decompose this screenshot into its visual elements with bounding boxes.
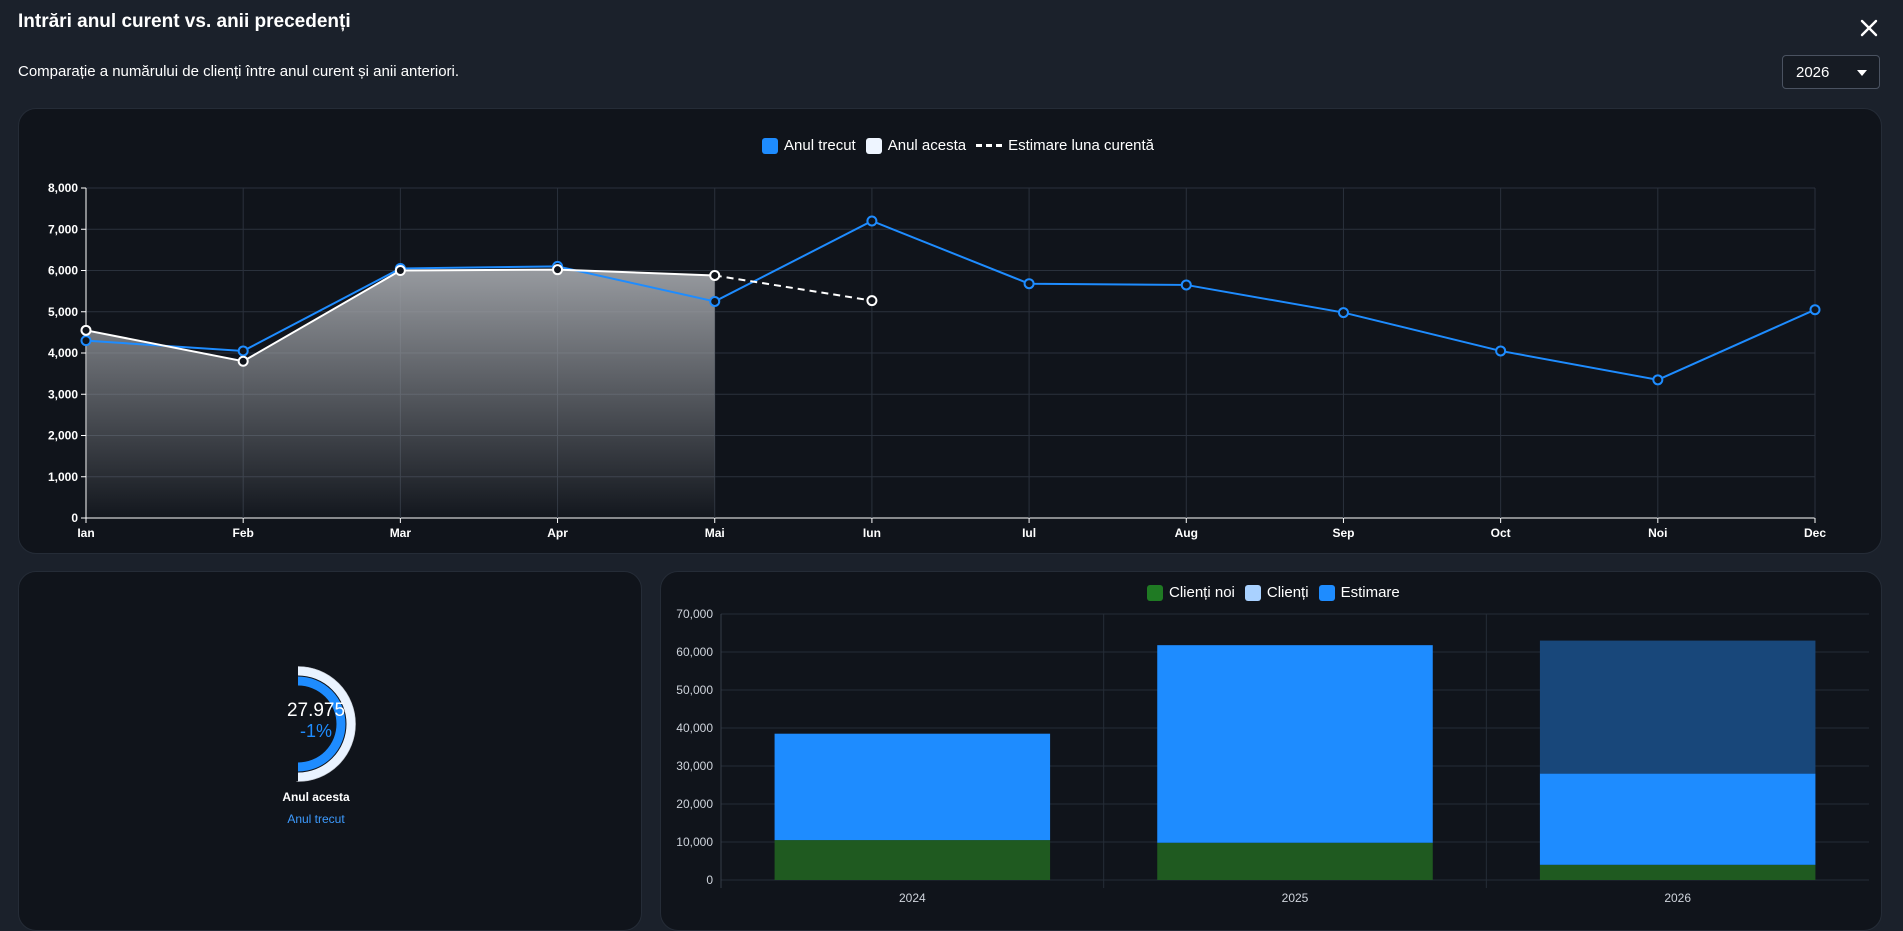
x-tick-label: Mai — [705, 526, 725, 540]
y-tick-label: 2,000 — [48, 429, 78, 443]
y-tick-label: 50,000 — [676, 683, 713, 697]
y-tick-label: 5,000 — [48, 305, 78, 319]
this-year-point — [80, 324, 92, 336]
legend-item-new-clients[interactable]: Clienți noi — [1147, 584, 1235, 601]
close-button[interactable] — [1857, 16, 1881, 40]
donut-percent: -1% — [299, 721, 332, 741]
legend-item-estimate-month[interactable]: Estimare luna curentă — [976, 137, 1154, 154]
last-year-point — [1337, 307, 1349, 319]
legend-item-estimate[interactable]: Estimare — [1318, 584, 1400, 601]
chevron-down-icon — [1857, 70, 1867, 76]
y-tick-label: 60,000 — [676, 645, 713, 659]
legend-label-new-clients: Clienți noi — [1169, 584, 1235, 601]
estimate-point — [866, 295, 878, 307]
line-chart: 0 1,000 2,000 3,000 4,000 5,000 6,000 7,000 8,00… — [48, 181, 1826, 540]
y-tick-label: 20,000 — [676, 797, 713, 811]
legend-label-clients: Clienți — [1266, 584, 1309, 601]
last-year-point — [237, 345, 249, 357]
this-year-point — [709, 269, 721, 281]
donut-label-last-year: Anul trecut — [287, 812, 345, 826]
line-chart-legend: Anul trecut Anul acesta Estimare luna cu… — [762, 137, 1164, 154]
y-tick-label: 8,000 — [48, 181, 78, 195]
x-tick-label: Ian — [77, 526, 94, 540]
page-title: Intrări anul curent vs. anii precedenți — [18, 11, 351, 32]
y-tick-label: 30,000 — [676, 759, 713, 773]
legend-swatch-estimate-month — [976, 144, 1003, 147]
legend-item-clients[interactable]: Clienți — [1244, 584, 1309, 601]
donut-panel: 27.975 -1% Anul acesta Anul trecut — [18, 571, 642, 931]
last-year-point — [1023, 278, 1035, 290]
donut-chart — [240, 666, 356, 782]
donut-ring-outline — [240, 666, 356, 782]
y-tick-label: 6,000 — [48, 264, 78, 278]
legend-swatch-estimate — [1318, 584, 1335, 601]
last-year-point — [709, 295, 721, 307]
bar-clients — [774, 733, 1051, 841]
donut-label-this-year: Anul acesta — [282, 790, 350, 804]
bar-new-clients — [1157, 842, 1433, 880]
bar-chart-panel: Clienți noi Clienți Estimare 0 10,000 20,0… — [660, 571, 1882, 931]
legend-item-last-year[interactable]: Anul trecut — [762, 137, 856, 154]
year-select-value: 2026 — [1796, 63, 1830, 81]
y-tick-label: 10,000 — [676, 835, 713, 849]
last-year-point — [1809, 304, 1821, 316]
x-tick-label: Noi — [1648, 526, 1667, 540]
last-year-point — [1180, 279, 1192, 291]
x-tick-label: Sep — [1332, 526, 1354, 540]
last-year-line — [85, 219, 1816, 381]
legend-label-estimate: Estimare — [1340, 584, 1400, 601]
donut-ring-this-year — [297, 666, 356, 782]
donut-ring-last-year — [297, 676, 346, 772]
legend-label-estimate-month: Estimare luna curentă — [1008, 137, 1155, 154]
legend-swatch-this-year — [865, 137, 882, 154]
y-tick-label: 70,000 — [676, 607, 713, 621]
donut-value: 27.975 — [286, 700, 346, 721]
close-icon — [1860, 19, 1878, 37]
y-tick-label: 40,000 — [676, 721, 713, 735]
x-tick-label: Oct — [1491, 526, 1511, 540]
y-tick-label: 7,000 — [48, 222, 78, 236]
y-tick-label: 1,000 — [48, 470, 78, 484]
last-year-point — [1652, 374, 1664, 386]
estimate-line — [714, 274, 873, 302]
page-subtitle: Comparație a numărului de clienți între … — [18, 63, 460, 80]
last-year-point — [80, 335, 92, 347]
legend-swatch-last-year — [762, 137, 778, 154]
legend-swatch-new-clients — [1147, 584, 1163, 601]
legend-item-this-year[interactable]: Anul acesta — [865, 137, 967, 154]
last-year-point — [866, 215, 878, 227]
bar-chart: 0 10,000 20,000 30,000 40,000 50,000 60,000 70,… — [676, 607, 1869, 905]
this-year-point — [237, 355, 249, 367]
x-tick-label: Iul — [1022, 526, 1036, 540]
bar-new-clients — [1539, 864, 1816, 880]
y-tick-label: 3,000 — [48, 387, 78, 401]
y-tick-label: 0 — [71, 511, 78, 525]
bar-estimate — [1539, 640, 1816, 774]
last-year-point — [1495, 345, 1507, 357]
x-tick-label: 2024 — [899, 891, 926, 905]
legend-label-last-year: Anul trecut — [784, 137, 856, 154]
legend-label-this-year: Anul acesta — [887, 137, 967, 154]
x-tick-label: Mar — [390, 526, 412, 540]
year-select[interactable]: 2026 — [1782, 55, 1880, 89]
bar-new-clients — [774, 840, 1051, 880]
x-tick-label: Feb — [233, 526, 254, 540]
x-tick-label: Apr — [547, 526, 568, 540]
x-tick-label: 2026 — [1664, 891, 1691, 905]
x-tick-label: Aug — [1175, 526, 1198, 540]
this-year-area — [86, 269, 715, 518]
donut-center: 27.975 -1% — [281, 700, 351, 760]
bar-chart-legend: Clienți noi Clienți Estimare — [1147, 584, 1410, 601]
bar-clients — [1539, 773, 1816, 865]
bar-clients — [1157, 645, 1433, 843]
legend-swatch-clients — [1244, 584, 1261, 601]
x-tick-label: Iun — [863, 526, 881, 540]
x-tick-label: Dec — [1804, 526, 1826, 540]
y-tick-label: 0 — [706, 873, 713, 887]
this-year-point — [394, 265, 406, 276]
line-chart-panel: Anul trecut Anul acesta Estimare luna cu… — [18, 108, 1882, 554]
y-tick-label: 4,000 — [48, 346, 78, 360]
this-year-point — [552, 264, 564, 276]
x-tick-label: 2025 — [1282, 891, 1309, 905]
